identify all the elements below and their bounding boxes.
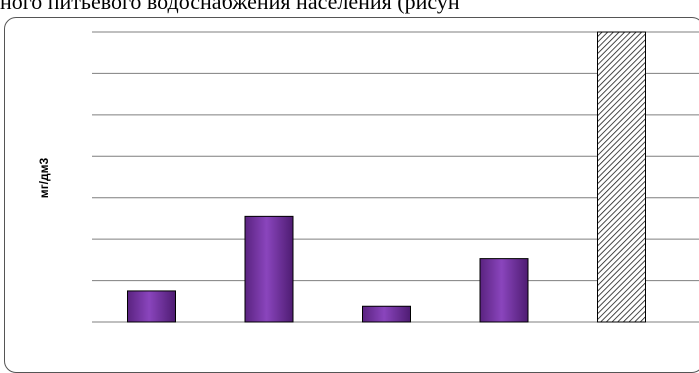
bars — [127, 31, 646, 323]
bar-5 — [597, 31, 646, 323]
bar-4 — [479, 258, 529, 323]
bar-3 — [362, 305, 411, 323]
bar-chart: мг/дм3 — [37, 31, 699, 323]
caption-text: ного питьевого водоснабжения населения (… — [0, 0, 460, 14]
bar-1 — [127, 290, 176, 323]
bar-2 — [244, 215, 294, 323]
y-axis-label: мг/дм3 — [37, 157, 51, 198]
